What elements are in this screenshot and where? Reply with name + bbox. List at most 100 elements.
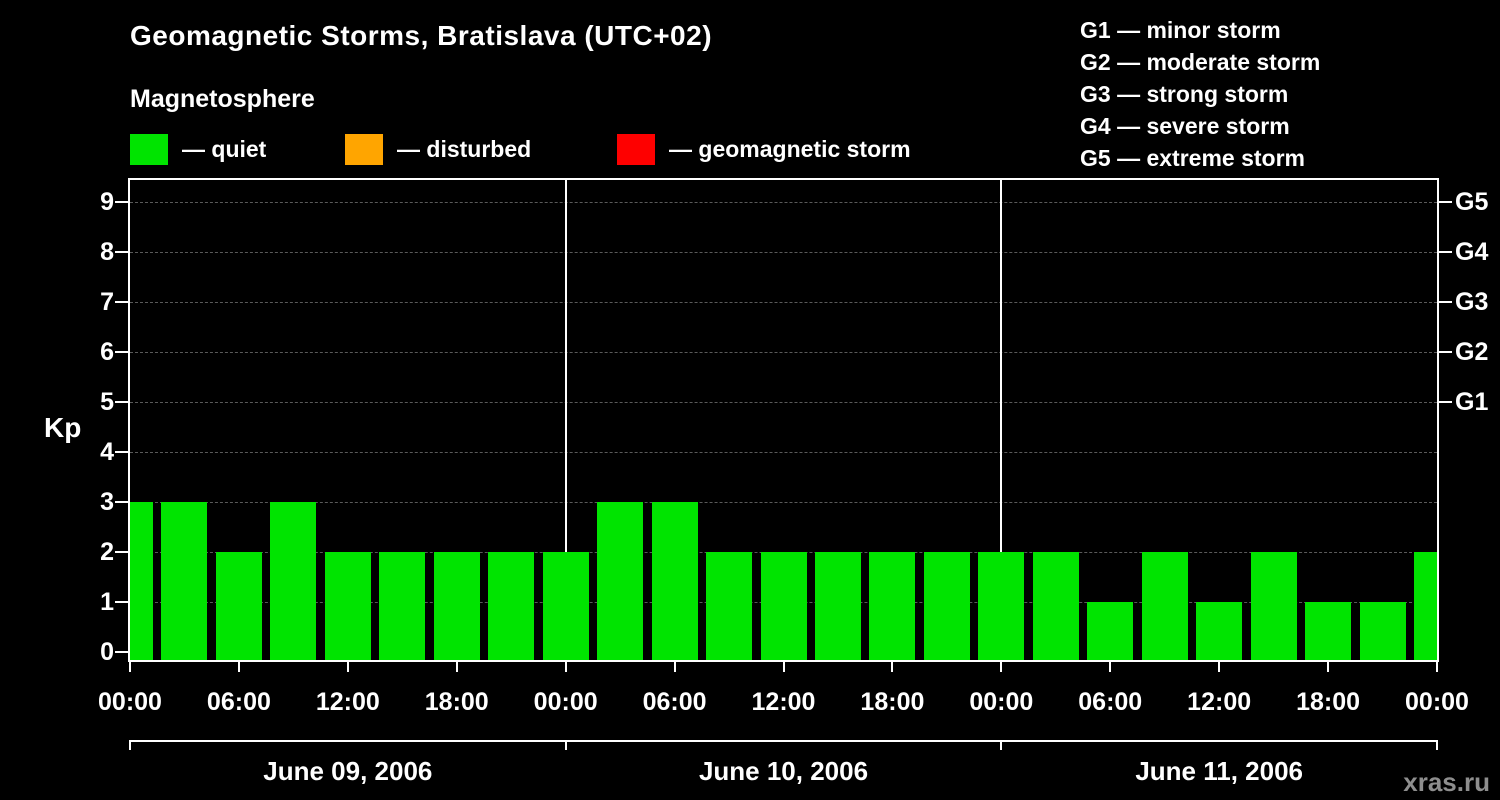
- kp-gridline-8: [130, 252, 1437, 253]
- x-tick-mark: [1327, 662, 1330, 672]
- x-tick-mark: [564, 662, 567, 672]
- kp-gridline-5: [130, 402, 1437, 403]
- y-tick-label-1: 1: [100, 588, 114, 616]
- x-tick-mark: [237, 662, 240, 672]
- kp-bar: [869, 552, 916, 660]
- x-tick-label: 00:00: [98, 688, 162, 716]
- legend-label-storm: — geomagnetic storm: [669, 135, 911, 162]
- g-axis-label-g5: G5: [1455, 188, 1489, 216]
- g2-description: G2 — moderate storm: [1080, 49, 1321, 75]
- g-axis-label-g3: G3: [1455, 288, 1489, 316]
- kp-bar: [978, 552, 1025, 660]
- kp-bar: [1032, 552, 1079, 660]
- y-tick-mark: [115, 501, 128, 503]
- kp-bar: [1141, 552, 1188, 660]
- x-tick-label: 06:00: [1078, 688, 1143, 716]
- g-tick-mark: [1439, 201, 1452, 203]
- x-tick-label: 12:00: [751, 688, 816, 716]
- date-axis-tick: [129, 740, 131, 750]
- y-tick-label-5: 5: [100, 388, 114, 416]
- disturbed-color-swatch: [345, 133, 383, 165]
- y-tick-mark: [115, 551, 128, 553]
- kp-bar: [706, 552, 753, 660]
- y-tick-label-7: 7: [100, 288, 114, 316]
- kp-bar: [597, 502, 644, 660]
- y-tick-label-4: 4: [100, 438, 114, 466]
- kp-bar: [923, 552, 970, 660]
- x-tick-mark: [1218, 662, 1221, 672]
- x-tick-mark: [1436, 662, 1438, 672]
- kp-bar: [1196, 602, 1243, 660]
- x-tick-label: 00:00: [1405, 688, 1469, 716]
- watermark-xras: xras.ru: [1403, 767, 1490, 797]
- kp-bar: [542, 552, 589, 660]
- x-tick-label: 00:00: [533, 688, 598, 716]
- x-tick-mark: [455, 662, 458, 672]
- kp-bar: [651, 502, 698, 660]
- kp-bar: [814, 552, 861, 660]
- g-tick-mark: [1439, 301, 1452, 303]
- y-tick-label-8: 8: [100, 238, 114, 266]
- y-tick-label-9: 9: [100, 188, 114, 216]
- kp-bar: [130, 502, 153, 660]
- x-tick-mark: [782, 662, 785, 672]
- g5-description: G5 — extreme storm: [1080, 145, 1305, 171]
- kp-gridline-7: [130, 302, 1437, 303]
- kp-bar: [1305, 602, 1352, 660]
- y-tick-mark: [115, 201, 128, 203]
- legend-item-disturbed: — disturbed: [345, 131, 531, 167]
- g-tick-mark: [1439, 251, 1452, 253]
- x-tick-mark: [1109, 662, 1112, 672]
- kp-bar: [379, 552, 426, 660]
- day-separator-line: [1000, 180, 1003, 660]
- kp-bar: [1359, 602, 1406, 660]
- kp-bar: [161, 502, 208, 660]
- kp-bar: [215, 552, 262, 660]
- quiet-color-swatch: [130, 133, 168, 165]
- y-tick-mark: [115, 301, 128, 303]
- kp-gridline-9: [130, 202, 1437, 203]
- x-tick-label: 06:00: [206, 688, 271, 716]
- y-tick-mark: [115, 251, 128, 253]
- kp-bar: [433, 552, 480, 660]
- y-tick-mark: [115, 601, 128, 603]
- g-axis-label-g4: G4: [1455, 238, 1489, 266]
- x-tick-label: 06:00: [642, 688, 707, 716]
- g-axis-label-g2: G2: [1455, 338, 1489, 366]
- storm-color-swatch: [617, 133, 655, 165]
- y-tick-label-3: 3: [100, 488, 114, 516]
- x-tick-mark: [346, 662, 349, 672]
- kp-bar: [1250, 552, 1297, 660]
- page-title: Geomagnetic Storms, Bratislava (UTC+02): [130, 20, 713, 51]
- x-tick-label: 00:00: [969, 688, 1034, 716]
- g-tick-mark: [1439, 351, 1452, 353]
- date-axis-tick: [564, 740, 567, 750]
- g-tick-mark: [1439, 401, 1452, 403]
- date-label: June 10, 2006: [698, 756, 869, 786]
- y-tick-mark: [115, 401, 128, 403]
- kp-bar: [488, 552, 535, 660]
- date-axis-line: [130, 740, 1437, 742]
- date-axis-tick: [1000, 740, 1003, 750]
- x-tick-mark: [129, 662, 131, 672]
- g3-description: G3 — strong storm: [1080, 81, 1289, 107]
- x-tick-label: 18:00: [1296, 688, 1361, 716]
- kp-gridline-3: [130, 502, 1437, 503]
- kp-gridline-6: [130, 352, 1437, 353]
- kp-bar: [324, 552, 371, 660]
- kp-bar: [270, 502, 317, 660]
- plot-area: [130, 180, 1437, 660]
- legend-item-storm: — geomagnetic storm: [617, 131, 911, 167]
- x-tick-label: 18:00: [860, 688, 925, 716]
- date-axis-tick: [1436, 740, 1438, 750]
- x-tick-label: 12:00: [315, 688, 380, 716]
- y-axis-title: Kp: [44, 412, 82, 443]
- y-tick-mark: [115, 651, 128, 653]
- legend-item-quiet: — quiet: [130, 131, 266, 167]
- kp-bar: [1414, 552, 1437, 660]
- kp-bar: [760, 552, 807, 660]
- x-tick-label: 18:00: [424, 688, 489, 716]
- y-tick-label-0: 0: [100, 638, 114, 666]
- y-tick-mark: [115, 451, 128, 453]
- g-axis-label-g1: G1: [1455, 388, 1489, 416]
